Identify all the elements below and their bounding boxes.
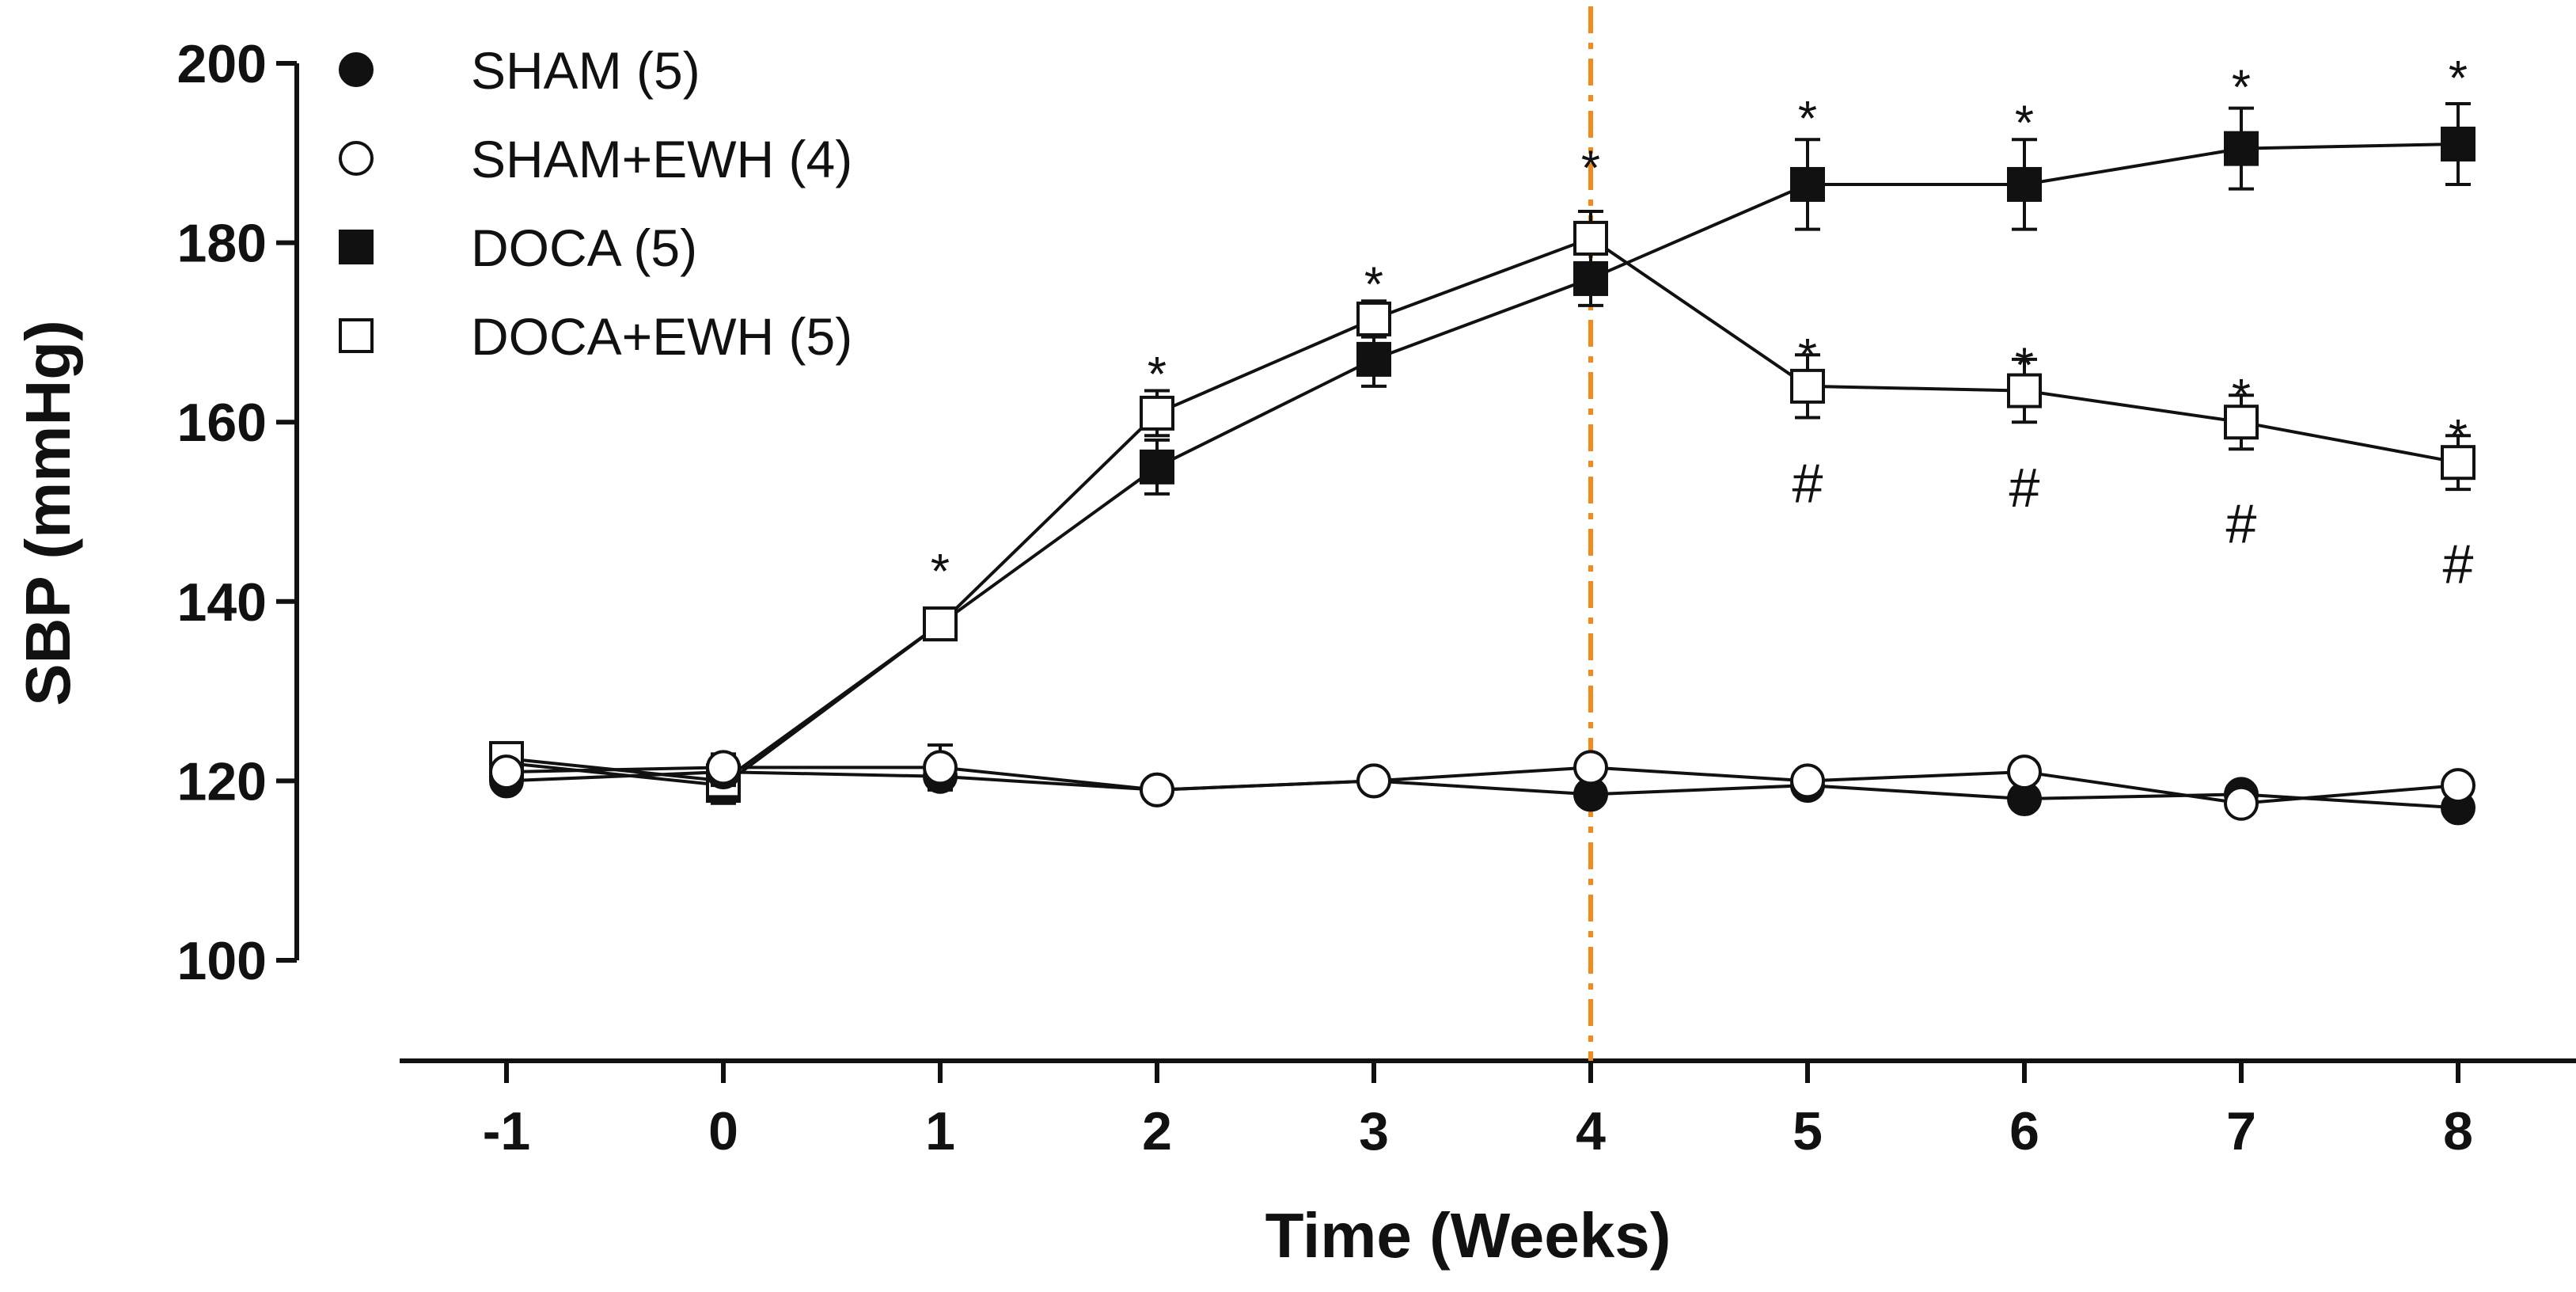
y-tick-label: 160: [177, 393, 267, 453]
asterisk-annotation: *: [2015, 339, 2034, 393]
legend-marker: [339, 141, 374, 176]
x-tick-label: 2: [1142, 1101, 1172, 1161]
asterisk-annotation: *: [931, 545, 950, 599]
data-point: [2007, 166, 2042, 202]
x-axis-title: Time (Weeks): [1265, 1200, 1671, 1271]
data-point: [2007, 373, 2042, 408]
data-point: [1790, 368, 1825, 404]
asterisk-annotation: *: [1798, 92, 1817, 146]
x-tick-label: 7: [2226, 1101, 2256, 1161]
data-point: [2224, 785, 2259, 821]
y-tick-label: 100: [177, 931, 267, 991]
asterisk-annotation: *: [2449, 410, 2468, 465]
data-point: [489, 754, 524, 790]
x-tick-label: -1: [483, 1101, 530, 1161]
legend-label: SHAM+EWH (4): [471, 130, 852, 188]
hash-annotation: #: [1793, 453, 1823, 515]
asterisk-annotation: *: [2449, 51, 2468, 106]
x-tick-label: 4: [1576, 1101, 1606, 1161]
legend-marker: [339, 318, 374, 353]
asterisk-annotation: *: [1798, 329, 1817, 384]
data-point: [706, 750, 741, 785]
asterisk-annotation: *: [1148, 348, 1167, 402]
data-point: [1356, 763, 1391, 799]
data-point: [2441, 445, 2475, 481]
y-tick-label: 140: [177, 572, 267, 633]
data-point: [1356, 301, 1391, 336]
series-line: [506, 766, 2459, 805]
data-point: [923, 606, 958, 642]
x-tick-label: 1: [925, 1101, 955, 1161]
data-point: [1573, 750, 1608, 785]
x-tick-label: 3: [1359, 1101, 1389, 1161]
y-tick-label: 120: [177, 751, 267, 811]
legend-label: DOCA (5): [471, 218, 697, 277]
data-point: [1140, 395, 1174, 431]
data-point: [1573, 220, 1608, 256]
legend-label: DOCA+EWH (5): [471, 307, 852, 366]
data-point: [2224, 131, 2259, 166]
x-tick-label: 6: [2009, 1101, 2039, 1161]
asterisk-annotation: *: [1364, 258, 1383, 313]
hash-annotation: #: [2443, 533, 2474, 595]
asterisk-annotation: *: [2232, 370, 2251, 424]
series-layer: [489, 101, 2475, 826]
asterisk-annotation: *: [1581, 141, 1600, 196]
data-point: [2441, 126, 2475, 162]
data-point: [1573, 260, 1608, 296]
data-point: [2007, 754, 2042, 790]
series-1: [489, 743, 2475, 821]
y-axis-title: SBP (mmHg): [13, 320, 83, 705]
series-line: [506, 236, 2459, 783]
x-axis: -1 0 1 2 3 4 5 6 7 8: [400, 1058, 2576, 1161]
data-point: [1140, 449, 1174, 484]
x-tick-label: 0: [708, 1101, 738, 1161]
y-axis: 100 120 140 160 180 200: [177, 34, 299, 991]
legend-label: SHAM (5): [471, 41, 700, 100]
y-tick-label: 200: [177, 34, 267, 94]
data-point: [2224, 405, 2259, 440]
legend-marker: [339, 52, 374, 87]
legend: SHAM (5) SHAM+EWH (4) DOCA (5) DOCA+EWH (5): [339, 41, 852, 366]
data-point: [1790, 763, 1825, 799]
hash-annotation: #: [2226, 492, 2257, 554]
series-line: [506, 770, 2459, 810]
x-tick-label: 5: [1793, 1101, 1823, 1161]
y-tick-label: 180: [177, 214, 267, 274]
series-line: [506, 142, 2459, 788]
data-point: [2441, 768, 2475, 804]
legend-marker: [339, 230, 374, 264]
x-tick-label: 8: [2443, 1101, 2473, 1161]
asterisk-annotation: *: [2015, 97, 2034, 151]
data-point: [1790, 166, 1825, 202]
annotation-layer: * * * * * * * * * * * * # # # #: [931, 51, 2474, 599]
data-point: [1140, 772, 1174, 808]
data-point: [1356, 341, 1391, 377]
data-point: [923, 750, 958, 785]
asterisk-annotation: *: [2232, 60, 2251, 115]
hash-annotation: #: [2009, 457, 2040, 519]
